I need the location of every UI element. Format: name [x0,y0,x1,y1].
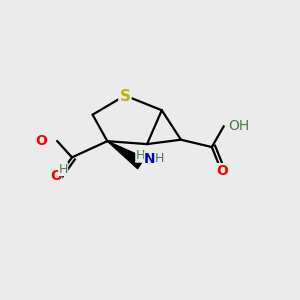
Text: O: O [35,134,47,148]
Text: S: S [119,89,130,104]
Text: H: H [155,152,164,165]
Text: OH: OH [228,119,249,134]
Text: H: H [58,163,68,176]
Text: O: O [50,169,62,184]
Text: N: N [144,152,156,166]
Polygon shape [107,141,145,169]
Text: O: O [216,164,228,178]
Text: H: H [136,149,145,162]
